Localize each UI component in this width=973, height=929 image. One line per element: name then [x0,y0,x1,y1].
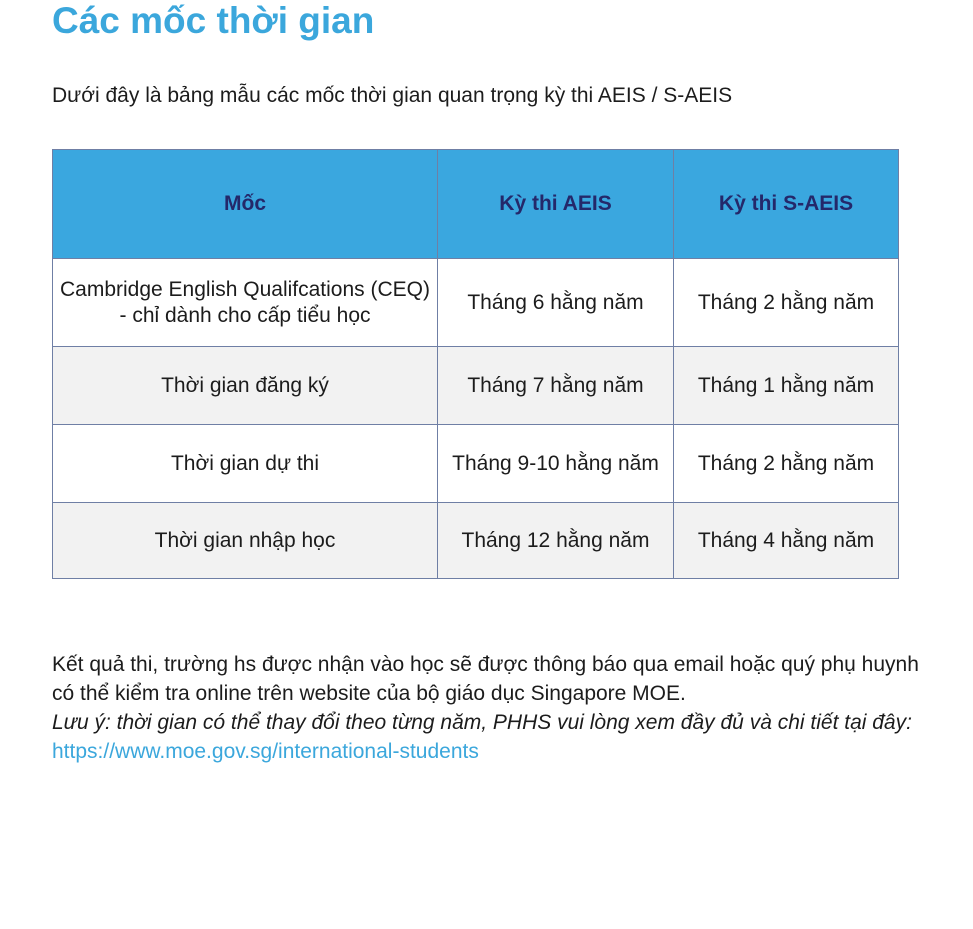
cell-saeis: Tháng 2 hằng năm [673,258,899,347]
cell-milestone: Thời gian nhập học [52,502,438,579]
body-text: Kết quả thi, trường hs được nhận vào học… [52,650,932,766]
page-title: Các mốc thời gian [52,0,375,41]
cell-saeis: Tháng 1 hằng năm [673,346,899,425]
cell-saeis: Tháng 4 hằng năm [673,502,899,579]
cell-saeis: Tháng 2 hằng năm [673,424,899,503]
timeline-table: Mốc Kỳ thi AEIS Kỳ thi S-AEIS Cambridge … [52,149,899,579]
cell-aeis: Tháng 6 hằng năm [437,258,674,347]
table-row: Thời gian đăng ký Tháng 7 hằng năm Tháng… [52,346,899,425]
header-saeis: Kỳ thi S-AEIS [673,149,899,259]
cell-milestone: Cambridge English Qualifcations (CEQ) - … [52,258,438,347]
cell-milestone: Thời gian dự thi [52,424,438,503]
table-row: Thời gian dự thi Tháng 9-10 hằng năm Thá… [52,424,899,503]
table-row: Cambridge English Qualifcations (CEQ) - … [52,258,899,347]
header-milestone: Mốc [52,149,438,259]
cell-aeis: Tháng 12 hằng năm [437,502,674,579]
cell-aeis: Tháng 7 hằng năm [437,346,674,425]
note-paragraph: Lưu ý: thời gian có thể thay đổi theo từ… [52,708,932,766]
header-aeis: Kỳ thi AEIS [437,149,674,259]
cell-milestone: Thời gian đăng ký [52,346,438,425]
result-paragraph: Kết quả thi, trường hs được nhận vào học… [52,653,919,705]
page-subtitle: Dưới đây là bảng mẫu các mốc thời gian q… [52,84,733,107]
note-text: Lưu ý: thời gian có thể thay đổi theo từ… [52,711,912,734]
table-row: Thời gian nhập học Tháng 12 hằng năm Thá… [52,502,899,579]
cell-aeis: Tháng 9-10 hằng năm [437,424,674,503]
table-header-row: Mốc Kỳ thi AEIS Kỳ thi S-AEIS [52,149,899,259]
moe-link[interactable]: https://www.moe.gov.sg/international-stu… [52,740,479,763]
